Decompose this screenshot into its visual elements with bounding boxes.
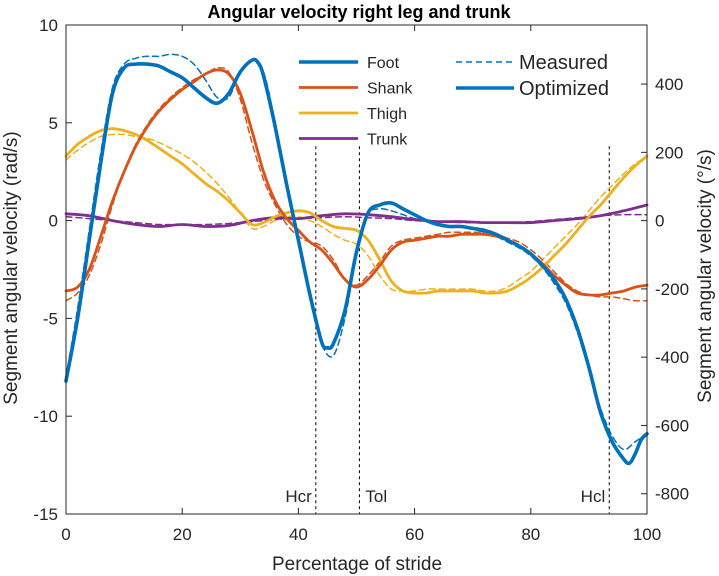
x-tick-label: 60 [405, 525, 424, 544]
x-tick-label: 40 [289, 525, 308, 544]
y-tick-label: -5 [43, 309, 58, 328]
y-tick-label: 5 [49, 114, 58, 133]
x-tick-label: 20 [173, 525, 192, 544]
y-right-tick-label: -800 [655, 485, 689, 504]
chart-title: Angular velocity right leg and trunk [207, 2, 511, 22]
series-thigh-dashed [65, 133, 648, 293]
legend-label-measured: Measured [519, 52, 608, 74]
legend: Foot Shank Thigh Trunk Measured Optimized [299, 52, 609, 149]
plot-frame [65, 24, 648, 515]
y-axis-left: 10 5 0 -5 -10 -15 [33, 16, 72, 524]
y-right-tick-label: 400 [655, 75, 683, 94]
y-right-tick-label: 0 [655, 212, 664, 231]
series-trunk-dashed [65, 213, 648, 226]
series-foot-solid [64, 57, 649, 466]
legend-label-foot: Foot [367, 55, 400, 72]
y-tick-label: -15 [33, 505, 58, 524]
series-trunk-solid [64, 203, 649, 228]
y-tick-label: 0 [49, 212, 58, 231]
x-axis-label: Percentage of stride [272, 554, 442, 575]
legend-label-optimized: Optimized [519, 78, 609, 100]
x-tick-label: 100 [633, 525, 661, 544]
event-markers: Hcr Tol Hcl [285, 146, 610, 514]
x-axis: 0 20 40 60 80 100 [61, 25, 661, 544]
legend-label-shank: Shank [367, 81, 413, 98]
x-tick-label: 0 [61, 525, 70, 544]
y-right-tick-label: -200 [655, 280, 689, 299]
y-axis-right: 400 200 0 -200 -400 -600 -800 [641, 75, 689, 504]
series-layer [64, 53, 649, 466]
x-tick-label: 80 [521, 525, 540, 544]
y-axis-left-label: Segment angular velocity (rad/s) [1, 131, 22, 405]
series-thigh-solid [64, 127, 649, 295]
legend-label-thigh: Thigh [367, 106, 407, 123]
y-axis-right-label: Segment angular velocity (°/s) [695, 149, 716, 403]
event-label-tol: Tol [365, 487, 387, 506]
event-label-hcl: Hcl [581, 487, 606, 506]
event-label-hcr: Hcr [285, 487, 312, 506]
y-tick-label: 10 [39, 16, 58, 35]
y-right-tick-label: 200 [655, 143, 683, 162]
y-right-tick-label: -400 [655, 348, 689, 367]
y-right-tick-label: -600 [655, 416, 689, 435]
legend-label-trunk: Trunk [367, 132, 408, 149]
y-tick-label: -10 [33, 407, 58, 426]
